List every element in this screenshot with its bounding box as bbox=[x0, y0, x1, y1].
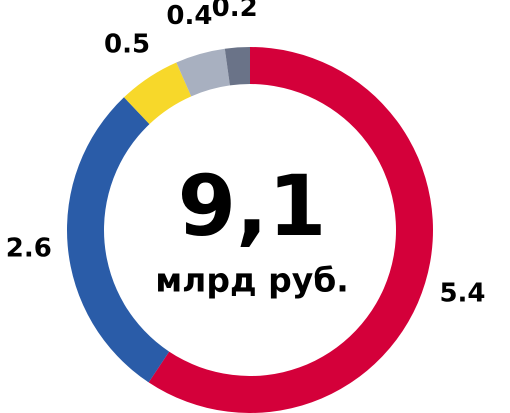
donut-segment bbox=[123, 62, 192, 125]
data-label: 2.6 bbox=[6, 234, 52, 264]
center-text: 9,1 bbox=[178, 157, 327, 255]
data-label: 0.4 bbox=[166, 1, 212, 31]
donut-segment bbox=[224, 47, 250, 86]
donut-segment bbox=[148, 47, 434, 413]
data-label: 0.2 bbox=[212, 0, 258, 23]
donut-segment bbox=[66, 97, 170, 383]
donut-segment bbox=[176, 48, 230, 97]
data-label: 0.5 bbox=[104, 30, 150, 60]
data-label: 5.4 bbox=[439, 279, 485, 309]
center-subtext: млрд руб. bbox=[155, 261, 349, 300]
